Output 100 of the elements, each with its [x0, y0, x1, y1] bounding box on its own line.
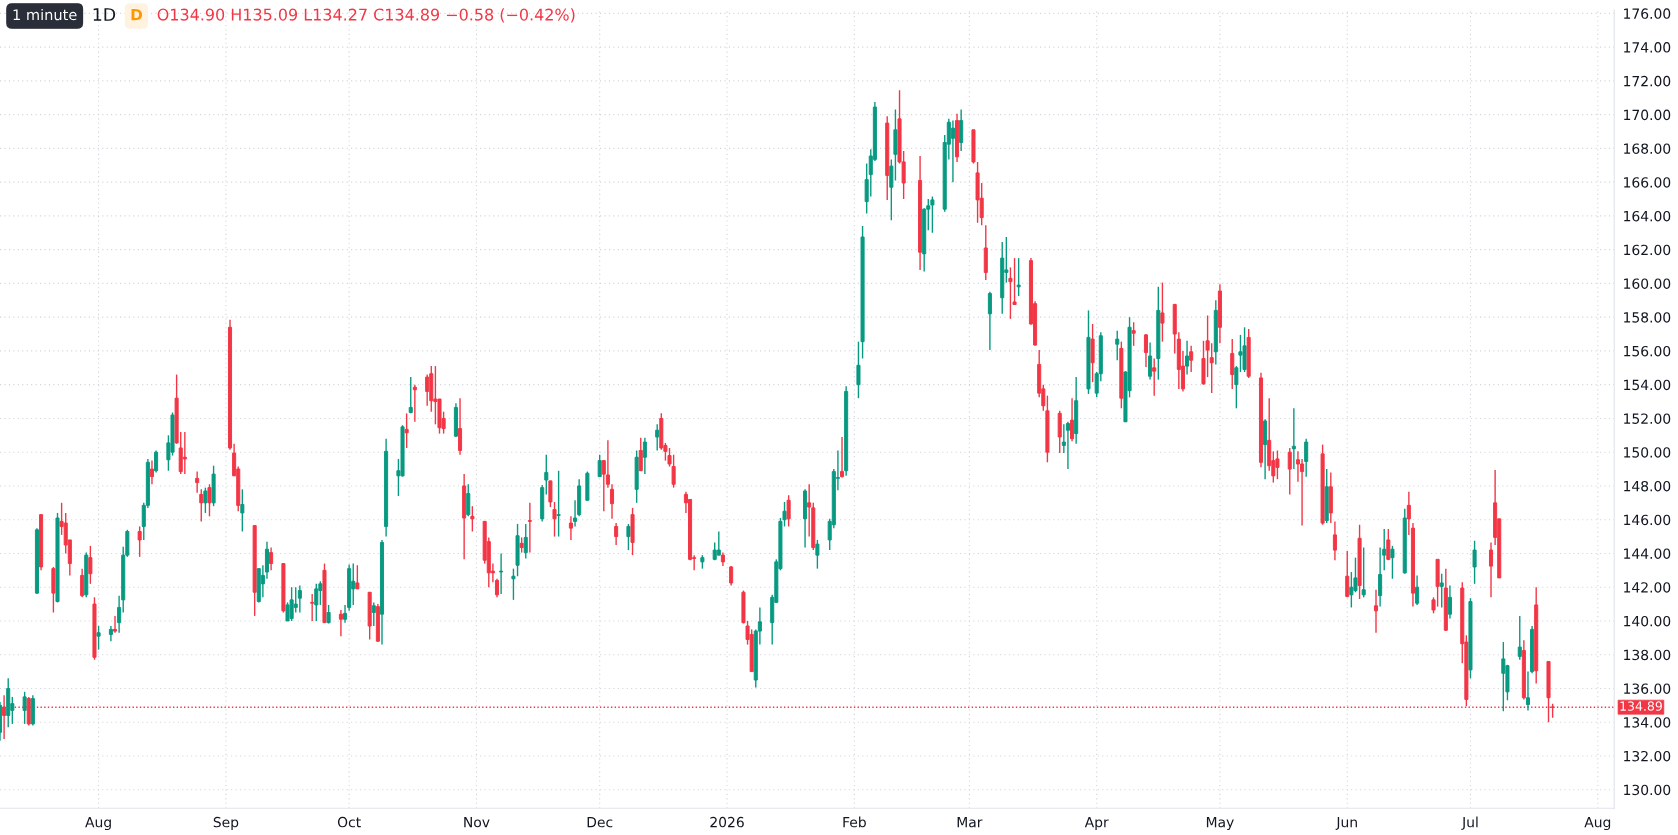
y-tick-label: 142.00	[1624, 582, 1671, 593]
x-tick-label: Jun	[1335, 817, 1357, 830]
candlestick	[199, 488, 204, 523]
candlestick	[22, 691, 27, 725]
candlestick	[1065, 421, 1070, 470]
x-tick-label: Sep	[213, 816, 239, 831]
x-tick-label: Oct	[337, 816, 361, 828]
annotation: 1D	[93, 8, 116, 21]
candlestick	[1152, 357, 1157, 397]
candlestick	[987, 291, 992, 351]
candlestick	[1143, 333, 1149, 368]
y-tick-label: 144.00	[1624, 548, 1671, 559]
candlestick	[1472, 540, 1477, 585]
y-tick-label: 172.00	[1624, 75, 1671, 87]
candlestick	[1209, 342, 1214, 394]
candlestick	[425, 373, 430, 407]
x-tick-label: Aug	[85, 817, 111, 831]
y-tick-label: 158.00	[1624, 312, 1671, 323]
y-tick-label: 146.00	[1624, 514, 1671, 526]
candlestick	[412, 383, 417, 423]
y-tick-label: 148.00	[1624, 480, 1671, 492]
candlestick	[1332, 520, 1337, 561]
candlestick	[1390, 545, 1395, 580]
x-tick-label: Nov	[464, 817, 490, 828]
candlestick	[1057, 410, 1062, 454]
candlestick	[1378, 546, 1383, 608]
candlestick	[840, 436, 845, 479]
candlestick	[404, 412, 409, 449]
candlestick	[1291, 407, 1296, 470]
candlestick	[1160, 281, 1165, 343]
candlestick	[269, 546, 274, 572]
x-tick-label: Mar	[957, 817, 983, 828]
candlestick	[470, 505, 475, 533]
candlestick	[338, 609, 343, 637]
y-tick-label: 154.00	[1624, 379, 1671, 391]
candlestick	[930, 195, 935, 234]
candlestick	[88, 545, 93, 585]
y-tick-label: 136.00	[1624, 683, 1671, 694]
candlestick	[527, 502, 532, 554]
candlestick	[314, 583, 319, 622]
candlestick	[499, 552, 504, 595]
candlestick	[556, 470, 561, 538]
y-tick-label: 140.00	[1624, 615, 1671, 627]
x-tick-label: Dec	[587, 817, 613, 828]
candlestick	[729, 565, 734, 587]
y-tick-label: 170.00	[1624, 109, 1671, 121]
y-tick-label: 160.00	[1624, 278, 1671, 289]
candlestick	[716, 530, 721, 556]
x-tick-label: Apr	[1084, 817, 1109, 831]
candlestick	[433, 365, 438, 426]
candlestick	[1070, 397, 1075, 442]
candlestick	[1501, 641, 1506, 712]
annotation: 1 minute	[13, 8, 77, 21]
candlestick	[96, 625, 101, 651]
candlestick	[1361, 546, 1366, 599]
x-tick-label: May	[1206, 817, 1234, 831]
candlestick	[568, 515, 573, 541]
candlestick	[1447, 584, 1452, 620]
candlestick	[626, 523, 631, 551]
candlestick	[310, 593, 315, 622]
candlestick	[154, 449, 159, 474]
candlestick	[1287, 447, 1292, 496]
y-tick-label: 166.00	[1624, 177, 1671, 188]
candlestick	[1386, 528, 1391, 561]
candlestick	[1373, 589, 1379, 634]
y-tick-label: 152.00	[1624, 413, 1671, 424]
candlestick	[544, 454, 549, 496]
y-tick-label: 176.00	[1624, 8, 1671, 19]
candlestick	[1189, 345, 1194, 373]
candlestick	[80, 567, 85, 599]
y-tick-label: 150.00	[1624, 447, 1671, 458]
y-tick-label: 164.00	[1624, 210, 1671, 222]
y-tick-label: 156.00	[1624, 345, 1671, 357]
annotation: O134.90 H135.09 L134.27 C134.89 −0.58 (−0.42%)	[157, 8, 575, 23]
candlestick	[614, 522, 619, 546]
candlestick	[642, 437, 647, 475]
candlestick	[511, 567, 516, 601]
candlestick	[112, 615, 118, 634]
candlestick	[638, 437, 643, 472]
candlestick	[1517, 615, 1522, 661]
candlestick	[815, 539, 820, 570]
candlestick	[1131, 321, 1136, 347]
candlestick	[297, 584, 302, 614]
candlestick	[182, 431, 187, 475]
candlestick	[1148, 341, 1153, 381]
y-tick-label: 134.00	[1624, 717, 1671, 728]
candlestick	[959, 108, 964, 152]
candlestick	[523, 523, 528, 560]
candlestick	[408, 376, 413, 415]
candlestick	[1242, 326, 1247, 373]
candlestick	[207, 483, 212, 518]
y-tick-label: 130.00	[1624, 784, 1671, 796]
candlestick	[351, 562, 356, 606]
candlestick	[1488, 541, 1494, 599]
candlestick	[1439, 573, 1444, 609]
candlestick	[458, 397, 463, 456]
candlestick	[240, 488, 245, 533]
candlestick	[597, 454, 602, 478]
annotation: D	[131, 9, 143, 21]
candlestick	[137, 525, 142, 558]
